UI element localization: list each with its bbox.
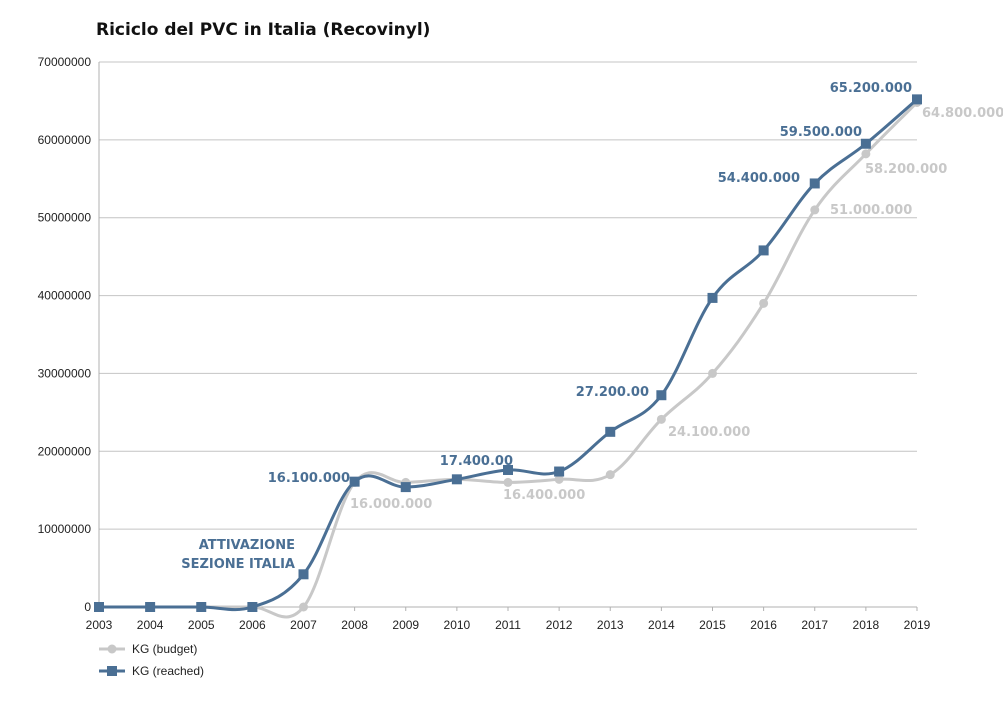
data-label: 54.400.000 <box>718 171 800 186</box>
data-point-reached <box>707 292 718 303</box>
x-tick-label: 2003 <box>86 618 113 632</box>
x-tick-label: 2018 <box>853 618 880 632</box>
data-point-budget <box>759 298 769 308</box>
data-point-budget <box>503 477 513 487</box>
data-point-reached <box>503 464 513 475</box>
legend-layer: KG (budget) KG (reached) <box>99 642 204 678</box>
data-label: 27.200.00 <box>576 385 649 400</box>
x-tick-label: 2008 <box>341 618 368 632</box>
data-point-reached <box>94 602 104 612</box>
legend-label-budget: KG (budget) <box>132 642 197 656</box>
grid-layer <box>99 61 917 608</box>
data-point-reached <box>758 245 769 256</box>
data-point-reached <box>912 94 922 105</box>
x-tick-label: 2009 <box>392 618 419 632</box>
series-layer <box>94 94 922 619</box>
data-point-reached <box>860 138 871 149</box>
data-point-reached <box>247 602 258 612</box>
y-tick-label: 60000000 <box>38 133 92 147</box>
x-tick-label: 2011 <box>495 618 521 632</box>
y-tick-label: 50000000 <box>38 211 92 225</box>
data-point-reached <box>451 474 462 485</box>
data-point-reached <box>656 390 667 401</box>
data-point-reached <box>349 476 360 487</box>
y-tick-label: 10000000 <box>38 522 92 536</box>
data-label: 24.100.000 <box>668 425 750 440</box>
data-label: 16.000.000 <box>350 497 432 512</box>
data-point-budget <box>708 368 717 378</box>
data-point-reached <box>605 426 616 437</box>
y-tick-label: 70000000 <box>38 55 92 69</box>
data-point-reached <box>809 178 820 189</box>
data-point-reached <box>145 602 156 612</box>
y-tick-label: 0 <box>84 600 91 614</box>
y-tick-label: 20000000 <box>38 444 92 458</box>
legend-marker-budget <box>107 644 117 654</box>
data-point-budget <box>299 602 308 612</box>
data-point-budget <box>810 205 820 215</box>
annotation-layer: ATTIVAZIONE SEZIONE ITALIA 16.100.000 17.40… <box>181 81 1003 572</box>
data-label: 65.200.000 <box>830 81 912 96</box>
y-tick-label: 30000000 <box>38 366 92 380</box>
data-point-budget <box>605 470 615 480</box>
data-label: 64.800.000 <box>922 106 1003 121</box>
data-label: 17.400.00 <box>440 454 513 469</box>
data-point-reached <box>298 569 309 580</box>
x-tick-label: 2017 <box>801 618 828 632</box>
data-point-reached <box>400 482 411 493</box>
chart-title: Riciclo del PVC in Italia (Recovinyl) <box>96 20 431 40</box>
y-tick-label: 40000000 <box>38 289 92 303</box>
x-tick-label: 2007 <box>290 618 317 632</box>
data-label: 58.200.000 <box>865 162 947 177</box>
x-tick-label: 2006 <box>239 618 266 632</box>
data-label: ATTIVAZIONE <box>199 538 295 553</box>
data-label: 16.100.000 <box>268 471 350 486</box>
data-label: SEZIONE ITALIA <box>181 557 295 572</box>
data-label: 51.000.000 <box>830 203 912 218</box>
x-tick-label: 2016 <box>750 618 777 632</box>
legend-label-reached: KG (reached) <box>132 664 204 678</box>
data-point-reached <box>196 602 207 612</box>
x-tick-label: 2013 <box>597 618 624 632</box>
x-tick-label: 2005 <box>188 618 215 632</box>
axis-layer: 0 10000000 20000000 30000000 40000000 5000000… <box>38 55 931 632</box>
legend-marker-reached <box>107 666 117 676</box>
x-tick-label: 2014 <box>648 618 675 632</box>
data-point-budget <box>656 414 666 424</box>
x-tick-label: 2012 <box>546 618 573 632</box>
data-point-budget <box>861 149 871 159</box>
x-tick-label: 2015 <box>699 618 726 632</box>
data-label: 59.500.000 <box>780 125 862 140</box>
data-point-budget <box>554 474 564 484</box>
x-tick-label: 2004 <box>137 618 164 632</box>
data-label: 16.400.000 <box>503 488 585 503</box>
x-tick-label: 2010 <box>444 618 471 632</box>
data-point-reached <box>554 466 565 477</box>
x-tick-label: 2019 <box>904 618 931 632</box>
